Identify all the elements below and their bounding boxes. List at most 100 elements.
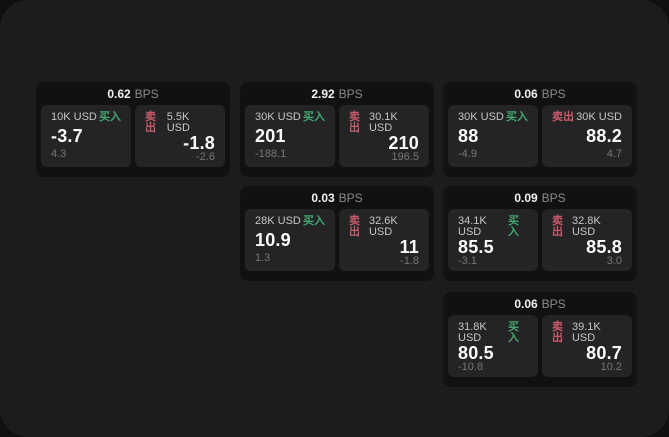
bps-label: BPS — [541, 296, 566, 311]
buy-tile[interactable]: 34.1K USD 买入 85.5 -3.1 — [448, 209, 538, 271]
sell-amount: 5.5K USD — [166, 111, 190, 134]
sell-label: 卖出 — [349, 111, 360, 134]
sell-tile[interactable]: 卖出 39.1K USD 80.7 10.2 — [542, 315, 632, 377]
buy-tile[interactable]: 31.8K USD 买入 80.5 -10.8 — [448, 315, 538, 377]
buy-delta: -3.1 — [458, 255, 477, 267]
buy-amount: 34.1K USD — [458, 215, 487, 238]
bps-label: BPS — [134, 86, 159, 101]
sell-amount: 30.1K USD — [368, 111, 398, 134]
buy-label: 买入 — [508, 215, 520, 238]
sell-tile[interactable]: 卖出 32.6K USD 11 -1.8 — [339, 209, 429, 271]
sell-delta: 4.7 — [606, 148, 622, 160]
bps-label: BPS — [541, 190, 566, 205]
sell-label: 卖出 — [349, 215, 360, 238]
quote-card: 0.06 BPS 31.8K USD 买入 80.5 -10.8 卖出 39.1… — [443, 292, 637, 387]
buy-price: 80.5 — [458, 343, 494, 363]
sell-label: 卖出 — [145, 111, 156, 134]
card-bps-header: 2.92 BPS — [240, 82, 434, 105]
buy-amount: 30K USD — [255, 111, 301, 123]
card-bps-header: 0.62 BPS — [36, 82, 230, 105]
buy-tile-top: 30K USD 买入 — [255, 112, 325, 123]
bps-value: 0.03 — [311, 190, 335, 205]
sell-tile-top: 卖出 39.1K USD — [552, 322, 622, 344]
sell-tile-top: 卖出 32.8K USD — [552, 216, 622, 238]
bps-value: 0.62 — [107, 86, 131, 101]
sell-price: 210 — [388, 133, 419, 153]
quote-card: 0.03 BPS 28K USD 买入 10.9 1.3 卖出 32.6K US… — [240, 186, 434, 281]
sell-price: 80.7 — [586, 343, 622, 363]
buy-tile[interactable]: 30K USD 买入 201 -188.1 — [245, 105, 335, 167]
sell-delta: -1.8 — [400, 255, 419, 267]
buy-delta: -4.9 — [458, 148, 477, 160]
bps-value: 2.92 — [311, 86, 335, 101]
sell-tile-top: 卖出 30.1K USD — [349, 112, 419, 134]
quote-tiles: 30K USD 买入 201 -188.1 卖出 30.1K USD 210 1… — [240, 105, 434, 167]
buy-amount: 28K USD — [255, 215, 301, 227]
buy-price: 88 — [458, 126, 479, 146]
quote-tiles: 10K USD 买入 -3.7 4.3 卖出 5.5K USD -1.8 -2.… — [36, 105, 230, 167]
quote-tiles: 31.8K USD 买入 80.5 -10.8 卖出 39.1K USD 80.… — [443, 315, 637, 377]
buy-tile[interactable]: 28K USD 买入 10.9 1.3 — [245, 209, 335, 271]
sell-price: -1.8 — [183, 133, 215, 153]
buy-tile-top: 28K USD 买入 — [255, 216, 325, 227]
quote-card: 0.62 BPS 10K USD 买入 -3.7 4.3 卖出 5.5K USD… — [36, 82, 230, 177]
buy-tile[interactable]: 10K USD 买入 -3.7 4.3 — [41, 105, 131, 167]
bps-value: 0.09 — [514, 190, 538, 205]
sell-tile[interactable]: 卖出 32.8K USD 85.8 3.0 — [542, 209, 632, 271]
sell-tile-top: 卖出 30K USD — [552, 112, 622, 123]
sell-tile-top: 卖出 5.5K USD — [145, 112, 215, 134]
sell-delta: 196.5 — [391, 151, 419, 163]
sell-tile-top: 卖出 32.6K USD — [349, 216, 419, 238]
buy-tile-top: 31.8K USD 买入 — [458, 322, 528, 344]
sell-label: 卖出 — [552, 111, 574, 123]
sell-delta: 10.2 — [600, 361, 622, 373]
sell-delta: -2.6 — [196, 151, 215, 163]
bps-label: BPS — [338, 86, 363, 101]
buy-tile-top: 10K USD 买入 — [51, 112, 121, 123]
quote-tiles: 28K USD 买入 10.9 1.3 卖出 32.6K USD 11 -1.8 — [240, 209, 434, 271]
buy-price: 10.9 — [255, 230, 291, 250]
card-bps-header: 0.09 BPS — [443, 186, 637, 209]
bps-value: 0.06 — [514, 86, 538, 101]
card-bps-header: 0.03 BPS — [240, 186, 434, 209]
buy-amount: 30K USD — [458, 111, 504, 123]
sell-tile[interactable]: 卖出 5.5K USD -1.8 -2.6 — [135, 105, 225, 167]
buy-delta: 1.3 — [255, 252, 271, 264]
bps-label: BPS — [541, 86, 566, 101]
sell-tile[interactable]: 卖出 30.1K USD 210 196.5 — [339, 105, 429, 167]
buy-price: -3.7 — [51, 126, 83, 146]
buy-delta: -188.1 — [255, 148, 287, 160]
buy-amount: 31.8K USD — [458, 321, 487, 344]
sell-amount: 32.8K USD — [571, 215, 601, 238]
buy-delta: -10.8 — [458, 361, 484, 373]
buy-label: 买入 — [303, 111, 325, 123]
buy-label: 买入 — [506, 111, 528, 123]
sell-amount: 39.1K USD — [571, 321, 601, 344]
buy-price: 201 — [255, 126, 286, 146]
sell-price: 88.2 — [586, 126, 622, 146]
buy-price: 85.5 — [458, 237, 494, 257]
sell-price: 11 — [399, 237, 419, 257]
quote-tiles: 30K USD 买入 88 -4.9 卖出 30K USD 88.2 4.7 — [443, 105, 637, 167]
buy-tile-top: 30K USD 买入 — [458, 112, 528, 123]
buy-amount: 10K USD — [51, 111, 97, 123]
buy-label: 买入 — [303, 215, 325, 227]
sell-amount: 30K USD — [576, 111, 622, 123]
sell-price: 85.8 — [586, 237, 622, 257]
quote-card: 0.09 BPS 34.1K USD 买入 85.5 -3.1 卖出 32.8K… — [443, 186, 637, 281]
quote-tiles: 34.1K USD 买入 85.5 -3.1 卖出 32.8K USD 85.8… — [443, 209, 637, 271]
buy-delta: 4.3 — [51, 148, 67, 160]
buy-label: 买入 — [99, 111, 121, 123]
sell-delta: 3.0 — [606, 255, 622, 267]
buy-tile[interactable]: 30K USD 买入 88 -4.9 — [448, 105, 538, 167]
bps-value: 0.06 — [514, 296, 538, 311]
card-bps-header: 0.06 BPS — [443, 292, 637, 315]
sell-amount: 32.6K USD — [368, 215, 398, 238]
sell-label: 卖出 — [552, 215, 563, 238]
card-bps-header: 0.06 BPS — [443, 82, 637, 105]
buy-label: 买入 — [508, 321, 520, 344]
sell-tile[interactable]: 卖出 30K USD 88.2 4.7 — [542, 105, 632, 167]
sell-label: 卖出 — [552, 321, 563, 344]
bps-label: BPS — [338, 190, 363, 205]
